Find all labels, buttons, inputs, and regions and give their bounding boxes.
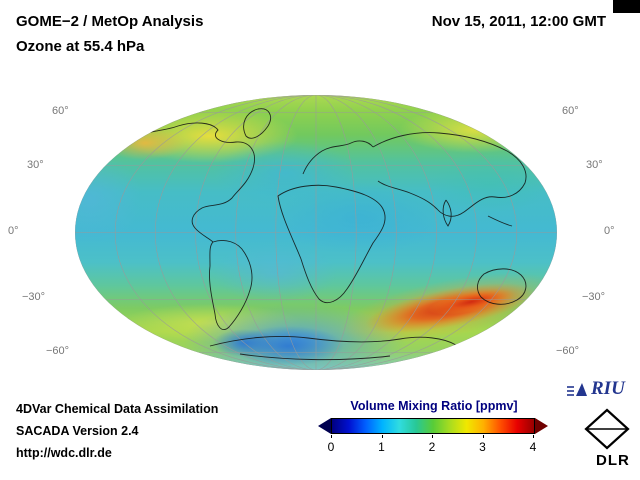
- page-title: GOME−2 / MetOp Analysis: [16, 13, 204, 30]
- footer-assimilation: 4DVar Chemical Data Assimilation: [16, 402, 219, 416]
- lat-label-left--60: −60°: [46, 345, 70, 357]
- tick-2: 2: [428, 440, 436, 454]
- colorbar-title: Volume Mixing Ratio [ppmv]: [350, 399, 518, 413]
- coastlines: [131, 108, 527, 361]
- lat-label-left-60: 60°: [52, 105, 69, 117]
- riu-logo: RIU: [566, 376, 638, 402]
- lat-label-right-0: 0°: [604, 225, 615, 237]
- lat-label-right--60: −60°: [556, 345, 580, 357]
- lat-label-left-0: 0°: [8, 225, 19, 237]
- page-subtitle: Ozone at 55.4 hPa: [16, 38, 145, 55]
- lat-label-left-30: 30°: [27, 159, 44, 171]
- graticule: [75, 95, 557, 370]
- lat-label-right-60: 60°: [562, 105, 579, 117]
- dlr-logo-text: DLR: [596, 452, 630, 469]
- tick-1: 1: [378, 440, 385, 454]
- map-svg: [75, 95, 557, 370]
- riu-logo-icon: [567, 383, 587, 396]
- colorbar-left-arrow: [318, 418, 331, 434]
- lat-label-left--30: −30°: [22, 291, 46, 303]
- tick-3: 3: [479, 440, 486, 454]
- ozone-field: [75, 95, 557, 370]
- datetime-label: Nov 15, 2011, 12:00 GMT: [431, 13, 606, 30]
- colorbar-gradient: [331, 418, 535, 434]
- colorbar: [318, 418, 548, 434]
- colorbar-tickmarks: [331, 435, 534, 438]
- lat-label-right--30: −30°: [582, 291, 606, 303]
- colorbar-ticks: 0 1 2 3 4: [327, 440, 537, 454]
- footer-url: http://wdc.dlr.de: [16, 446, 112, 460]
- dlr-logo: DLR: [584, 408, 638, 472]
- tick-4: 4: [529, 440, 537, 454]
- lat-label-right-30: 30°: [586, 159, 603, 171]
- world-map: [60, 88, 572, 378]
- tick-0: 0: [327, 440, 335, 454]
- colorbar-right-arrow: [535, 418, 548, 434]
- footer-version: SACADA Version 2.4: [16, 424, 139, 438]
- corner-black-box: [613, 0, 640, 13]
- dlr-logo-icon: [584, 408, 630, 450]
- riu-logo-text: RIU: [591, 378, 625, 399]
